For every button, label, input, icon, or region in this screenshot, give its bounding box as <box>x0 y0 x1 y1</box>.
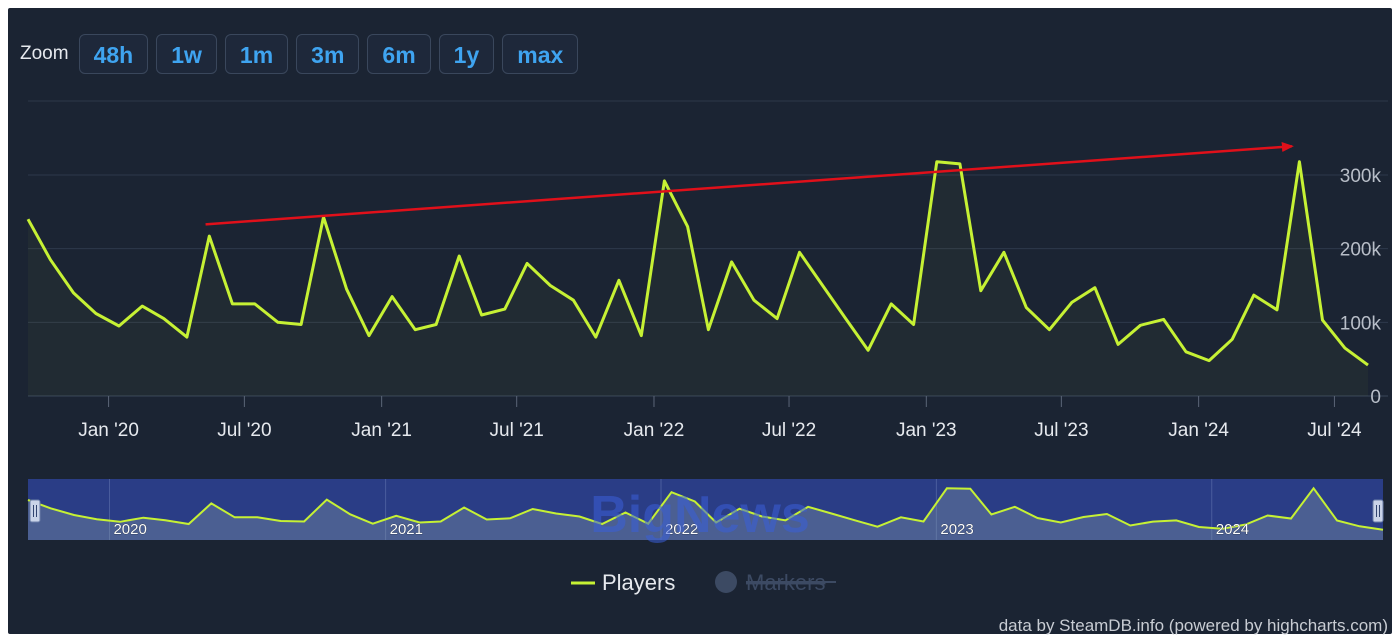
y-tick-label: 300k <box>1340 166 1382 187</box>
navigator-year-labels: 2020 2021 2022 2023 2024 <box>113 521 1249 539</box>
navigator-background <box>28 479 1383 540</box>
navigator-series <box>27 486 1384 540</box>
players-series <box>26 160 1369 396</box>
x-axis-labels: Jan '20 Jul '20 Jan '21 Jul '21 Jan '22 Jul '… <box>78 396 1362 441</box>
watermark: BigNews <box>590 486 810 544</box>
grid-lines <box>28 174 1388 397</box>
x-tick-label: Jan '22 <box>624 420 685 441</box>
x-tick-label: Jan '23 <box>896 420 957 441</box>
navigator-right-handle[interactable] <box>1372 499 1384 523</box>
zoom-max-button[interactable]: max <box>502 34 579 74</box>
zoom-3m-button[interactable]: 3m <box>296 34 360 74</box>
y-tick-label: 200k <box>1340 240 1382 261</box>
navigator-year-label: 2021 <box>390 521 423 538</box>
y-tick-label: 100k <box>1340 313 1382 334</box>
x-tick-label: Jul '21 <box>490 420 544 441</box>
navigator-year-label: 2023 <box>940 521 973 538</box>
navigator-year-label: 2020 <box>113 521 146 538</box>
zoom-1w-button[interactable]: 1w <box>156 34 217 74</box>
zoom-toolbar: Zoom 48h 1w 1m 3m 6m 1y max <box>20 33 579 75</box>
trend-annotation <box>205 141 1294 226</box>
navigator-year-dividers <box>108 479 1213 540</box>
players-line[interactable] <box>26 160 1369 367</box>
zoom-48h-button[interactable]: 48h <box>78 34 149 74</box>
zoom-label: Zoom <box>20 43 69 64</box>
navigator-area <box>28 488 1383 540</box>
navigator-left-handle[interactable] <box>29 499 41 523</box>
x-tick-label: Jul '22 <box>762 420 816 441</box>
x-tick-label: Jul '24 <box>1307 420 1362 441</box>
x-tick-label: Jul '23 <box>1034 420 1088 441</box>
zoom-6m-button[interactable]: 6m <box>367 34 431 74</box>
x-tick-label: Jan '20 <box>78 420 139 441</box>
navigator[interactable]: 2020 2021 2022 2023 2024 BigNews <box>27 479 1384 544</box>
y-axis-labels: 0 100k 200k 300k <box>1340 166 1382 408</box>
trend-arrow <box>205 141 1294 226</box>
navigator-year-label: 2024 <box>1216 521 1249 538</box>
navigator-year-label: 2022 <box>665 521 698 538</box>
legend-item-players[interactable]: Players <box>571 570 675 595</box>
zoom-1y-button[interactable]: 1y <box>438 34 495 74</box>
legend: Players Markers <box>571 570 836 595</box>
credits-text[interactable]: data by SteamDB.info (powered by highcha… <box>998 616 1388 635</box>
x-tick-label: Jan '24 <box>1168 420 1229 441</box>
legend-markers-swatch <box>715 571 737 593</box>
x-tick-label: Jul '20 <box>217 420 271 441</box>
y-tick-label: 0 <box>1370 387 1381 408</box>
x-tick-label: Jan '21 <box>351 420 412 441</box>
legend-item-markers[interactable]: Markers <box>715 570 836 595</box>
navigator-line <box>27 486 1384 531</box>
zoom-1m-button[interactable]: 1m <box>224 34 289 74</box>
legend-players-label: Players <box>602 570 675 595</box>
